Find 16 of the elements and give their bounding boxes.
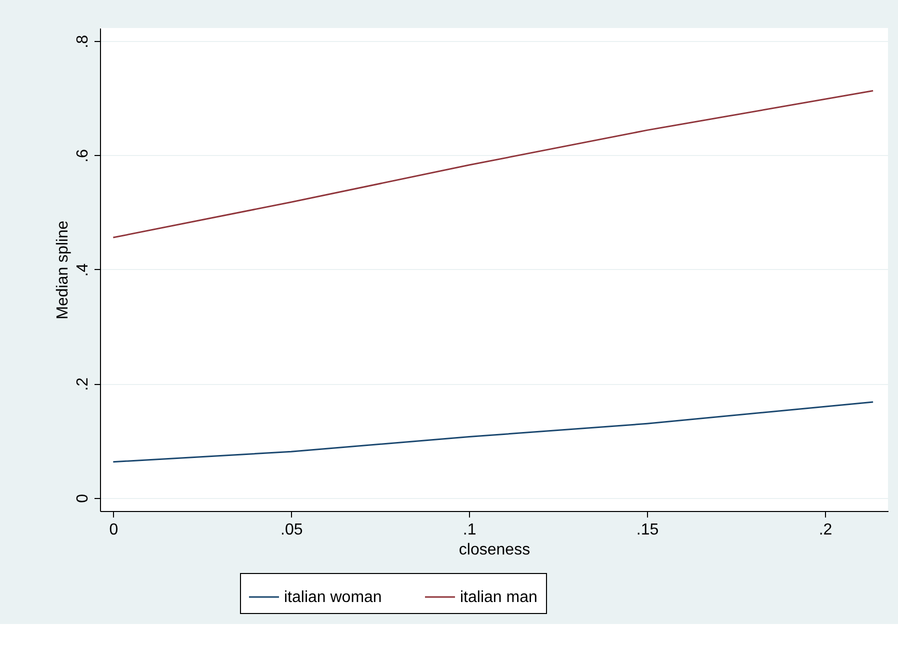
y-tick-label: .8 [74, 34, 92, 48]
x-tick-label: .05 [280, 522, 303, 538]
y-tick-label: 0 [74, 494, 92, 503]
legend-label: italian man [460, 589, 538, 606]
y-tick-label: .2 [74, 377, 92, 391]
y-tick-label: .4 [74, 263, 92, 277]
y-axis-title: Median spline [54, 220, 72, 320]
x-tick-label: .2 [818, 522, 832, 538]
x-axis-title: closeness [458, 542, 530, 558]
legend-label: italian woman [284, 589, 382, 606]
x-tick-label: .15 [636, 522, 659, 538]
y-tick-label: .6 [74, 149, 92, 162]
line-series [112, 90, 874, 238]
x-tick-label: 0 [109, 522, 118, 538]
x-tick-label: .1 [462, 522, 476, 538]
line-series [112, 401, 874, 463]
